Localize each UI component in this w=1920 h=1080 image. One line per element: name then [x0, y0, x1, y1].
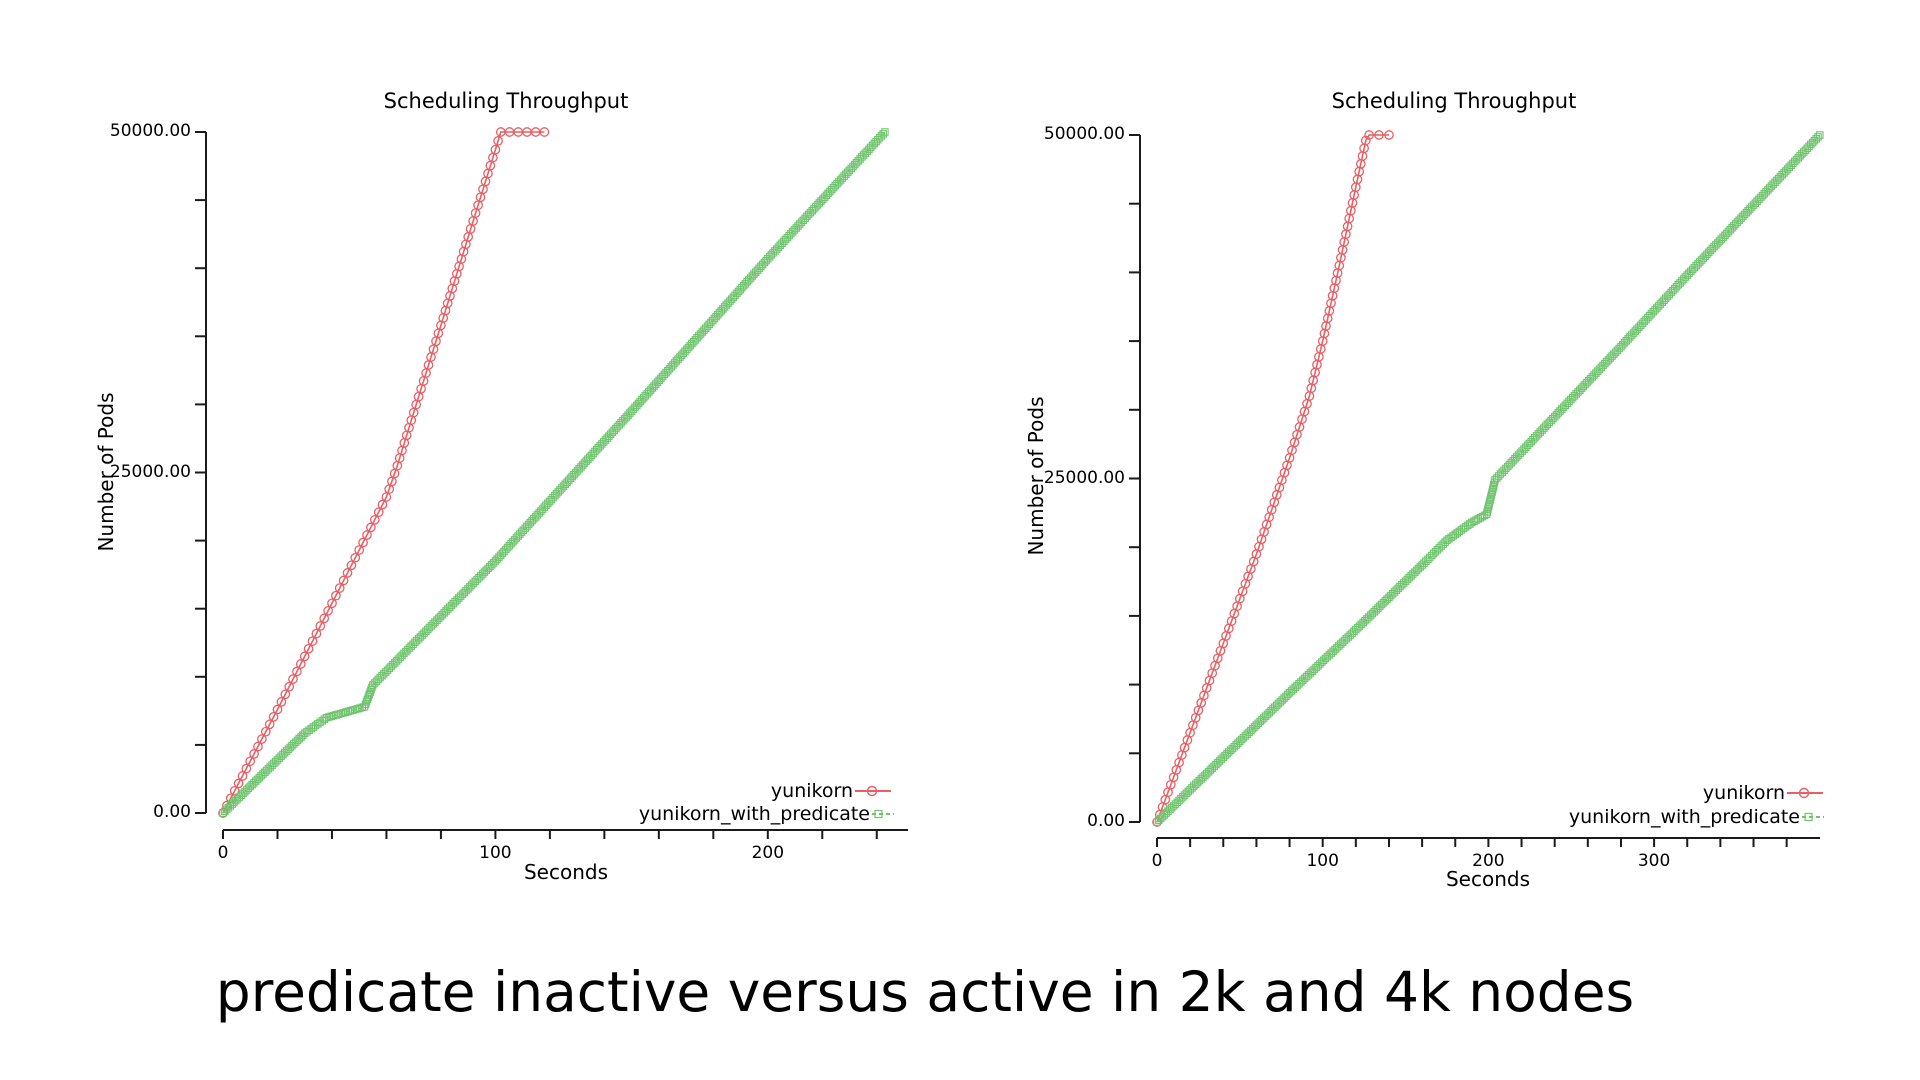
- x-tick-label: 100: [479, 843, 512, 863]
- series-yunikorn_with_predicate-markers: [219, 128, 889, 817]
- y-tick-label: 0.00: [1087, 811, 1125, 831]
- legend-label: yunikorn_with_predicate: [638, 803, 870, 825]
- yunikorn-line-marker-icon: [855, 785, 891, 797]
- y-tick-label: 0.00: [153, 802, 191, 822]
- yunikorn-with-predicate-line-marker-icon: [872, 809, 894, 819]
- x-tick-label: 100: [1306, 851, 1339, 871]
- left-x-axis-label: Seconds: [523, 860, 609, 884]
- left-chart-plot: [195, 127, 908, 839]
- legend-label: yunikorn: [1702, 782, 1785, 804]
- right-chart-title: Scheduling Throughput: [1331, 89, 1577, 113]
- caption: predicate inactive versus active in 2k a…: [215, 960, 1635, 1024]
- y-tick-label: 25000.00: [109, 461, 191, 482]
- right-legend-item-yunikorn: yunikorn: [1703, 782, 1823, 804]
- x-tick-label: 200: [751, 843, 785, 863]
- series-yunikorn-markers: [218, 127, 550, 818]
- y-tick-label: 25000.00: [1043, 467, 1125, 488]
- y-tick-label: 50000.00: [1043, 124, 1125, 144]
- left-legend-item-yunikorn: yunikorn: [771, 780, 891, 802]
- x-tick-label: 200: [1472, 851, 1505, 871]
- x-tick-label: 300: [1637, 851, 1671, 871]
- left-legend-item-yunikorn-with-predicate: yunikorn_with_predicate: [639, 803, 894, 825]
- series-yunikorn-line: [222, 131, 545, 814]
- legend-label: yunikorn_with_predicate: [1568, 806, 1800, 828]
- series-yunikorn_with_predicate-markers: [1153, 131, 1824, 826]
- x-tick-label: 0: [217, 843, 229, 863]
- x-tick-label: 0: [1151, 851, 1163, 871]
- left-chart-title: Scheduling Throughput: [383, 89, 629, 113]
- yunikorn-with-predicate-line-marker-icon: [1802, 812, 1824, 822]
- right-x-axis-label: Seconds: [1445, 867, 1531, 891]
- legend-label: yunikorn: [770, 780, 853, 802]
- yunikorn-line-marker-icon: [1787, 787, 1823, 799]
- right-legend-item-yunikorn-with-predicate: yunikorn_with_predicate: [1569, 806, 1824, 828]
- series-yunikorn_with_predicate-line: [222, 131, 886, 814]
- right-chart-plot: [1129, 130, 1824, 847]
- series-yunikorn-markers: [1152, 130, 1394, 827]
- y-tick-label: 50000.00: [109, 121, 191, 141]
